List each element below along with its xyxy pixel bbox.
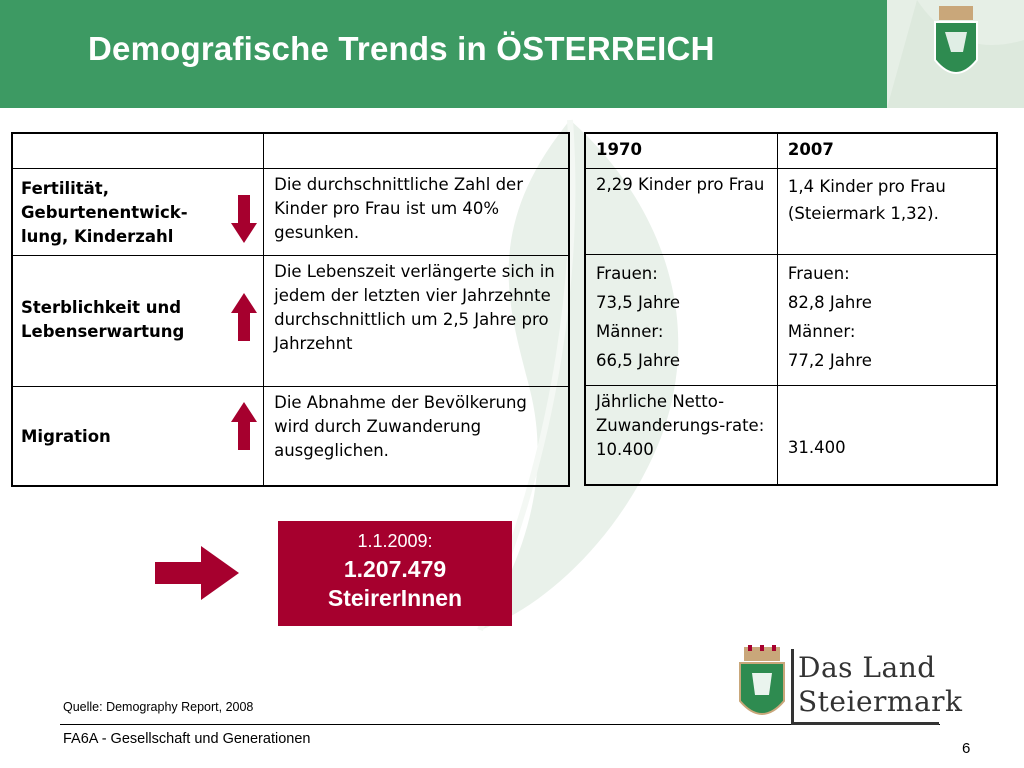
category-cell: Migration	[11, 385, 265, 487]
category-cell: Sterblichkeit und Lebenserwartung	[11, 254, 265, 387]
steiermark-logo: Das Land Steiermark	[736, 645, 962, 727]
table-header-row	[11, 132, 570, 169]
steiermark-crest-icon	[739, 645, 785, 715]
value-cell: 2,29 Kinder pro Frau	[584, 167, 778, 255]
arrow-right-icon	[155, 546, 239, 600]
table-row: Migration Die Abnahme der Bevölkerung wi…	[11, 385, 570, 487]
value-line: 1,4 Kinder pro Frau	[787, 176, 946, 196]
population-number: 1.207.479	[343, 556, 447, 582]
value-line: 66,5 Jahre	[596, 350, 680, 370]
table-row: Jährliche Netto-Zuwanderungs-rate: 10.40…	[584, 384, 998, 486]
table-row: Fertilität, Geburtenentwick-lung, Kinder…	[11, 167, 570, 256]
value-line: Männer:	[596, 321, 664, 341]
table-header-row: 1970 2007	[584, 132, 998, 169]
category-label: Migration	[21, 426, 111, 446]
value-cell: 1,4 Kinder pro Frau (Steiermark 1,32).	[776, 167, 998, 255]
value-line: 73,5 Jahre	[596, 292, 680, 312]
value-cell: Frauen: 73,5 Jahre Männer: 66,5 Jahre	[584, 253, 778, 386]
source-note: Quelle: Demography Report, 2008	[63, 700, 254, 714]
population-date: 1.1.2009:	[357, 531, 433, 551]
logo-wordmark: Das Land Steiermark	[791, 649, 962, 725]
value-line: (Steiermark 1,32).	[787, 203, 939, 223]
table-header-cell	[11, 132, 265, 169]
population-box: 1.1.2009: 1.207.479 SteirerInnen	[278, 521, 512, 626]
value-cell: 31.400	[776, 384, 998, 486]
page-number: 6	[962, 740, 971, 757]
description-cell: Die durchschnittliche Zahl der Kinder pr…	[263, 167, 570, 256]
header-bar: Demografische Trends in ÖSTERREICH	[0, 0, 887, 108]
table-row: Frauen: 73,5 Jahre Männer: 66,5 Jahre Fr…	[584, 253, 998, 386]
value-cell: Jährliche Netto-Zuwanderungs-rate: 10.40…	[584, 384, 778, 486]
page-title: Demografische Trends in ÖSTERREICH	[88, 30, 715, 67]
table-header-cell	[263, 132, 570, 169]
category-label: Sterblichkeit und Lebenserwartung	[21, 297, 185, 341]
value-line: Frauen:	[787, 263, 850, 283]
logo-line: Das Land	[798, 651, 936, 684]
value-line: 77,2 Jahre	[787, 350, 872, 370]
value-line: 31.400	[787, 438, 846, 457]
value-cell: Frauen: 82,8 Jahre Männer: 77,2 Jahre	[776, 253, 998, 386]
arrow-down-icon	[231, 194, 258, 243]
value-line: Männer:	[787, 321, 856, 341]
value-line: 82,8 Jahre	[787, 292, 872, 312]
category-cell: Fertilität, Geburtenentwick-lung, Kinder…	[11, 167, 265, 256]
year-1970-header: 1970	[584, 132, 778, 169]
comparison-table: 1970 2007 2,29 Kinder pro Frau 1,4 Kinde…	[584, 132, 998, 486]
category-label: Fertilität, Geburtenentwick-lung, Kinder…	[21, 178, 188, 246]
footer-divider	[60, 724, 940, 725]
header-crest-panel	[887, 0, 1024, 108]
year-2007-header: 2007	[776, 132, 998, 169]
table-row: 2,29 Kinder pro Frau 1,4 Kinder pro Frau…	[584, 167, 998, 255]
steiermark-crest-icon	[887, 0, 1024, 108]
trend-table: Fertilität, Geburtenentwick-lung, Kinder…	[11, 132, 570, 487]
department-label: FA6A - Gesellschaft und Generationen	[63, 731, 311, 747]
value-line: Frauen:	[596, 263, 658, 283]
arrow-up-icon	[231, 401, 258, 450]
arrow-up-icon	[231, 292, 258, 341]
logo-line: Steiermark	[798, 685, 963, 718]
description-cell: Die Abnahme der Bevölkerung wird durch Z…	[263, 385, 570, 487]
population-unit: SteirerInnen	[327, 585, 463, 611]
table-row: Sterblichkeit und Lebenserwartung Die Le…	[11, 254, 570, 387]
description-cell: Die Lebenszeit verlängerte sich in jedem…	[263, 254, 570, 387]
